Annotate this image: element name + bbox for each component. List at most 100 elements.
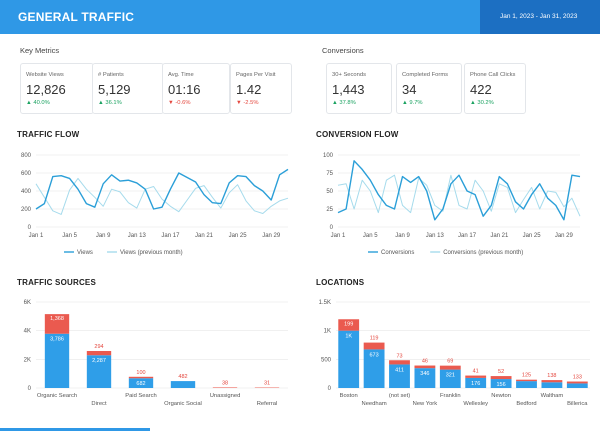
x-category-label: Franklin: [440, 393, 461, 399]
metric-card-phone-call-clicks: Phone Call Clicks 422 ▲ 30.2%: [464, 63, 526, 114]
x-category-label: Bedford: [516, 401, 536, 407]
arrow-up-icon: ▲: [98, 100, 104, 106]
page-title: GENERAL TRAFFIC: [18, 10, 135, 24]
arrow-down-icon: ▼: [168, 100, 174, 106]
x-category-label: New York: [413, 401, 438, 407]
x-category-label: Needham: [362, 401, 387, 407]
x-category-label: Organic Search: [37, 393, 77, 399]
locations-title: LOCATIONS: [316, 278, 365, 287]
metric-delta-value: -2.5%: [243, 100, 259, 106]
legend-label: Views: [77, 250, 93, 256]
bottom-accent-bar: [0, 428, 150, 431]
legend-label: Views (previous month): [120, 250, 183, 256]
bar-value-label: 3,786: [50, 337, 64, 343]
series-line-previous: [35, 177, 289, 215]
bar-value-label: 176: [471, 381, 480, 387]
bar-segment-additional: [490, 376, 512, 380]
bar-segment-current: [363, 349, 385, 388]
metric-delta: ▲ 36.1%: [98, 100, 122, 106]
metric-label: Website Views: [26, 72, 64, 78]
x-category-label: Boston: [340, 393, 358, 399]
x-tick-label: Jan 21: [195, 233, 214, 239]
bar-value-label: 52: [498, 369, 504, 375]
x-tick-label: Jan 25: [523, 233, 542, 239]
bar-segment-additional: [86, 351, 112, 356]
x-tick-label: Jan 5: [62, 233, 77, 239]
metric-delta: ▲ 40.0%: [26, 100, 50, 106]
bar-segment-current: [44, 333, 70, 388]
metric-value: 34: [402, 82, 417, 97]
arrow-up-icon: ▲: [332, 100, 338, 106]
bar-value-label: 156: [497, 382, 506, 388]
x-tick-label: Jan 17: [161, 233, 180, 239]
x-category-label: (not set): [389, 393, 410, 399]
x-tick-label: Jan 1: [29, 233, 44, 239]
bar-value-label: 133: [573, 375, 582, 381]
x-category-label: Unassigned: [210, 393, 241, 399]
bar-segment-current: [338, 330, 360, 388]
metric-delta-value: 36.1%: [105, 100, 122, 106]
bar-value-label: 321: [446, 373, 455, 379]
metric-value: 422: [470, 82, 492, 97]
bar-value-label: 69: [447, 359, 453, 365]
bar-value-label: 125: [522, 373, 531, 379]
bar-value-label: 100: [136, 370, 145, 376]
conversion-flow-title: CONVERSION FLOW: [316, 130, 399, 139]
bar-value-label: 199: [344, 321, 353, 327]
bar-value-label: 73: [396, 353, 402, 359]
bar-segment-additional: [566, 381, 588, 384]
metric-card-completed-forms: Completed Forms 34 ▲ 9.7%: [396, 63, 462, 114]
bar-value-label: 673: [370, 352, 379, 358]
y-tick-label: 0: [28, 225, 32, 231]
bar-segment-current: [516, 381, 537, 388]
arrow-down-icon: ▼: [236, 100, 242, 106]
bar-value-label: 1K: [345, 334, 352, 340]
x-tick-label: Jan 13: [128, 233, 147, 239]
metric-delta-value: 30.2%: [477, 100, 494, 106]
bar-segment-current: [414, 368, 436, 388]
bar-value-label: 31: [264, 381, 270, 387]
x-tick-label: Jan 29: [555, 233, 574, 239]
y-tick-label: 600: [21, 171, 32, 177]
bar-segment-additional: [363, 342, 385, 350]
x-tick-label: Jan 5: [363, 233, 378, 239]
arrow-up-icon: ▲: [26, 100, 32, 106]
y-tick-label: 0: [330, 225, 334, 231]
bar-segment-additional: [338, 319, 360, 331]
y-tick-label: 0: [28, 386, 32, 392]
bar-segment-current: [439, 369, 461, 388]
y-tick-label: 25: [326, 207, 333, 213]
y-tick-label: 200: [21, 207, 32, 213]
bar-segment-current: [170, 381, 196, 388]
arrow-up-icon: ▲: [402, 100, 408, 106]
metric-card-website-views: Website Views 12,826 ▲ 40.0%: [20, 63, 94, 114]
bar-value-label: 2,287: [92, 358, 106, 364]
bar-segment-additional: [128, 376, 154, 379]
series-line-current: [35, 168, 289, 210]
x-category-label: Newton: [491, 393, 511, 399]
bar-value-label: 138: [547, 373, 556, 379]
y-tick-label: 50: [326, 189, 333, 195]
traffic-flow-chart: 0 200 400 600 800 Jan 1 Jan 5 Jan 9 Jan 13 Jan 17…: [21, 153, 289, 256]
bar-value-label: 46: [422, 359, 428, 365]
metric-delta-value: -0.6%: [175, 100, 191, 106]
date-range-picker[interactable]: [480, 0, 600, 34]
metric-card-pages-per-visit: Pages Per Visit 1.42 ▼ -2.5%: [230, 63, 292, 114]
bar-value-label: 294: [94, 344, 103, 350]
traffic-flow-title: TRAFFIC FLOW: [17, 130, 80, 139]
bar-segment-additional: [212, 387, 238, 388]
bar-segment-additional: [465, 375, 487, 378]
y-tick-label: 6K: [24, 300, 31, 306]
metric-value: 1.42: [236, 82, 262, 97]
y-tick-label: 800: [21, 153, 32, 159]
y-tick-label: 1K: [324, 329, 331, 335]
x-category-label: Paid Search: [125, 393, 157, 399]
locations-chart: 0 500 1K 1.5K 1K 199 Boston 673 119 Needham 411 73 (…: [319, 300, 590, 407]
metric-card-patients: # Patients 5,129 ▲ 36.1%: [92, 63, 164, 114]
metric-label: Avg. Time: [168, 72, 194, 78]
x-tick-label: Jan 9: [395, 233, 410, 239]
y-tick-label: 75: [326, 171, 333, 177]
metric-value: 01:16: [168, 82, 201, 97]
x-category-label: Organic Social: [164, 401, 202, 407]
metric-delta: ▲ 37.8%: [332, 100, 356, 106]
